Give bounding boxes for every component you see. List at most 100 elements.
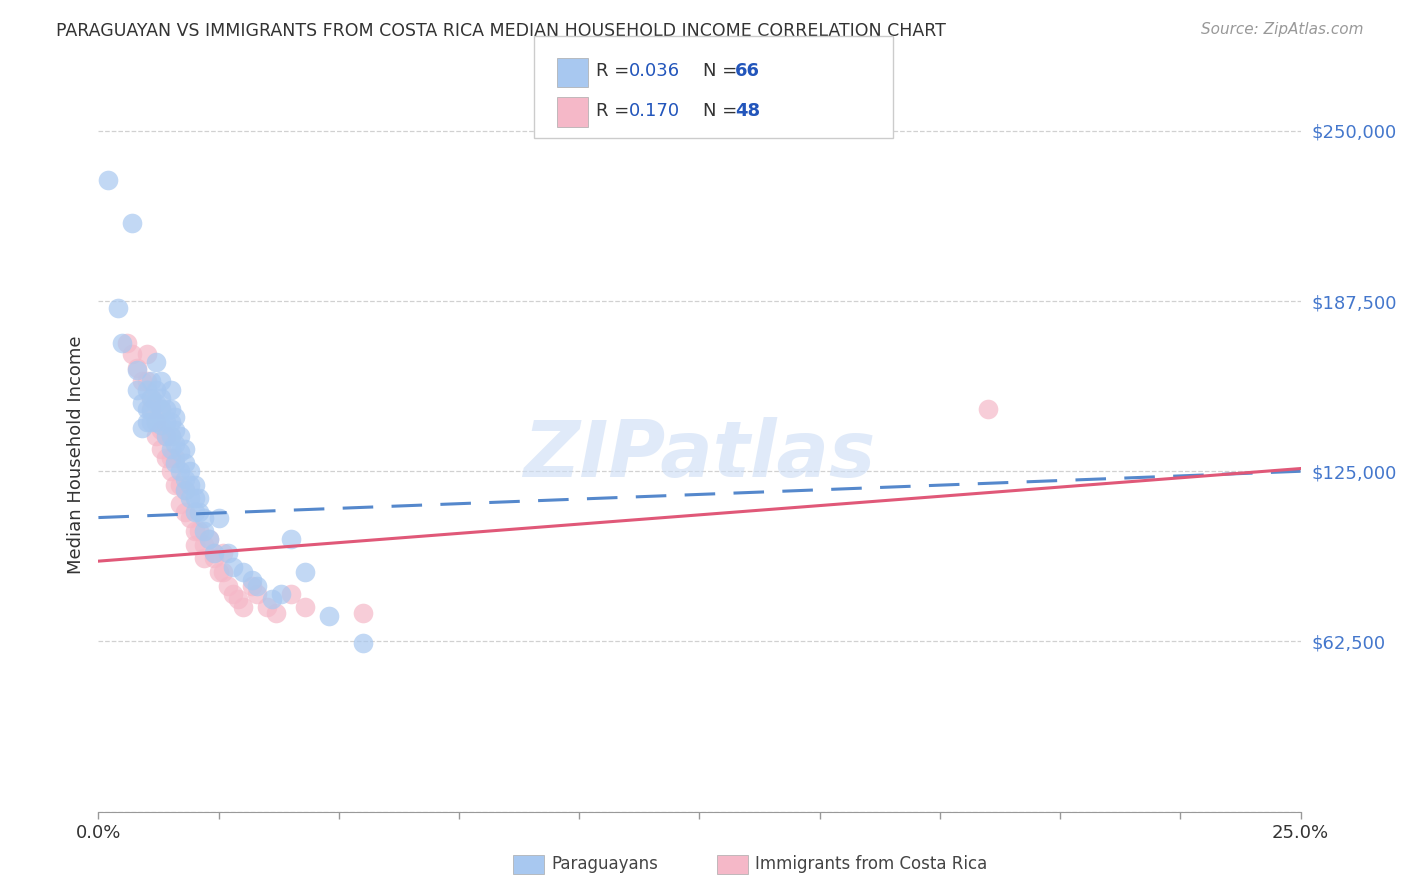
Point [202,546,225,560]
Point [155,450,177,465]
Point [141,375,163,389]
Point [155,429,177,443]
Point [141,415,163,429]
Point [260,592,283,607]
Point [159,401,181,416]
Point [159,415,181,429]
Point [232,600,254,615]
Point [131,396,153,410]
Point [159,429,181,443]
Y-axis label: Median Household Income: Median Household Income [66,335,84,574]
Point [125,363,148,377]
Point [183,478,205,492]
Point [135,415,157,429]
Text: R =: R = [596,62,636,80]
Point [125,360,148,375]
Point [294,600,316,615]
Point [174,505,197,519]
Text: 66: 66 [735,62,761,80]
Point [141,401,163,416]
Point [179,491,201,506]
Point [165,437,187,451]
Point [240,573,263,587]
Point [145,429,167,443]
Point [145,415,167,429]
Point [193,524,215,538]
Point [125,383,148,397]
Point [202,546,225,560]
Point [193,510,215,524]
Point [149,401,172,416]
Point [198,533,221,547]
Point [149,417,172,432]
Text: R =: R = [596,102,636,120]
Point [179,510,201,524]
Point [165,478,187,492]
Point [202,551,225,566]
Text: PARAGUAYAN VS IMMIGRANTS FROM COSTA RICA MEDIAN HOUSEHOLD INCOME CORRELATION CHA: PARAGUAYAN VS IMMIGRANTS FROM COSTA RICA… [56,22,946,40]
Point [217,546,239,560]
Point [107,301,129,315]
Point [159,450,181,465]
Point [131,375,153,389]
Point [222,559,245,574]
Point [256,600,278,615]
Point [97,173,120,187]
Point [188,491,211,506]
Point [165,409,187,424]
Point [270,587,292,601]
Point [174,483,197,498]
Point [135,401,157,416]
Point [352,636,374,650]
Point [174,456,197,470]
Point [169,497,191,511]
Point [212,546,235,560]
Point [141,391,163,405]
Point [149,375,172,389]
Point [198,533,221,547]
Point [226,592,249,607]
Point [318,608,340,623]
Point [294,565,316,579]
Point [135,347,157,361]
Point [280,533,302,547]
Text: Immigrants from Costa Rica: Immigrants from Costa Rica [755,855,987,873]
Point [155,401,177,416]
Point [159,442,181,457]
Point [174,483,197,498]
Point [165,456,187,470]
Point [145,396,167,410]
Text: N =: N = [703,62,742,80]
Point [179,478,201,492]
Point [352,606,374,620]
Point [165,424,187,438]
Text: 0.036: 0.036 [628,62,679,80]
Point [246,587,269,601]
Point [188,524,211,538]
Point [169,464,191,478]
Point [121,216,143,230]
Text: ZIPatlas: ZIPatlas [523,417,876,493]
Point [183,538,205,552]
Point [149,442,172,457]
Point [266,606,288,620]
Point [183,505,205,519]
Point [145,355,167,369]
Point [135,383,157,397]
Point [155,429,177,443]
Text: 48: 48 [735,102,761,120]
Point [155,415,177,429]
Point [149,424,172,438]
Point [977,401,1000,416]
Point [232,565,254,579]
Point [174,472,197,486]
Text: Source: ZipAtlas.com: Source: ZipAtlas.com [1201,22,1364,37]
Point [159,464,181,478]
Point [179,464,201,478]
Text: N =: N = [703,102,742,120]
Point [240,579,263,593]
Point [217,579,239,593]
Point [183,491,205,506]
Point [159,383,181,397]
Point [149,391,172,405]
